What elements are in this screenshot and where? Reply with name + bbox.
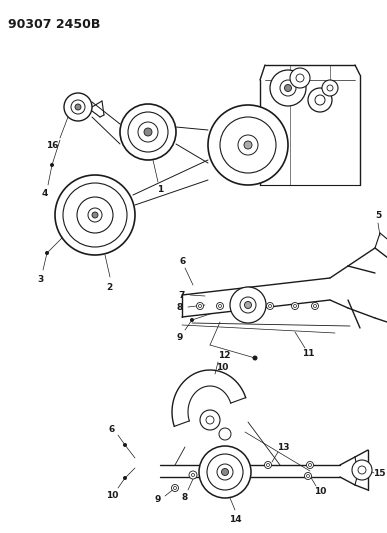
Text: 8: 8	[182, 492, 188, 502]
Text: 3: 3	[37, 274, 43, 284]
Circle shape	[55, 175, 135, 255]
Text: 15: 15	[373, 469, 385, 478]
Text: 10: 10	[216, 364, 228, 373]
Text: 5: 5	[375, 211, 381, 220]
Circle shape	[308, 88, 332, 112]
Circle shape	[92, 212, 98, 218]
Circle shape	[230, 287, 266, 323]
Circle shape	[219, 304, 221, 308]
Text: 2: 2	[106, 282, 112, 292]
Text: 11: 11	[302, 350, 314, 359]
Circle shape	[291, 303, 298, 310]
Circle shape	[208, 105, 288, 185]
Circle shape	[264, 462, 272, 469]
Text: 6: 6	[109, 425, 115, 434]
Circle shape	[269, 304, 272, 308]
Text: 7: 7	[179, 290, 185, 300]
Circle shape	[123, 443, 127, 447]
Circle shape	[267, 464, 269, 466]
Circle shape	[308, 464, 312, 466]
Text: 4: 4	[42, 190, 48, 198]
Text: 10: 10	[106, 490, 118, 499]
Circle shape	[221, 469, 228, 475]
Circle shape	[71, 100, 85, 114]
Circle shape	[270, 70, 306, 106]
Text: 9: 9	[177, 333, 183, 342]
Circle shape	[280, 80, 296, 96]
Circle shape	[327, 85, 333, 91]
Circle shape	[77, 197, 113, 233]
Circle shape	[64, 93, 92, 121]
Circle shape	[313, 304, 317, 308]
Circle shape	[189, 471, 197, 479]
Text: 8: 8	[177, 303, 183, 312]
Circle shape	[352, 460, 372, 480]
Circle shape	[197, 303, 204, 310]
Circle shape	[88, 208, 102, 222]
Text: 14: 14	[229, 514, 241, 523]
Circle shape	[206, 416, 214, 424]
Circle shape	[190, 318, 194, 322]
Circle shape	[123, 476, 127, 480]
Circle shape	[244, 141, 252, 149]
Circle shape	[245, 302, 252, 309]
Text: 1: 1	[157, 185, 163, 195]
Text: 6: 6	[180, 257, 186, 266]
Circle shape	[207, 454, 243, 490]
Circle shape	[200, 410, 220, 430]
Circle shape	[217, 464, 233, 480]
Circle shape	[128, 112, 168, 152]
Text: 10: 10	[314, 488, 326, 497]
Circle shape	[138, 122, 158, 142]
Circle shape	[216, 303, 224, 310]
Text: 16: 16	[46, 141, 58, 149]
Circle shape	[63, 183, 127, 247]
Circle shape	[240, 297, 256, 313]
Text: 12: 12	[218, 351, 230, 359]
Circle shape	[50, 163, 54, 167]
Circle shape	[293, 304, 296, 308]
Circle shape	[120, 104, 176, 160]
Circle shape	[296, 74, 304, 82]
Circle shape	[322, 80, 338, 96]
Circle shape	[312, 303, 319, 310]
Circle shape	[252, 356, 257, 360]
Circle shape	[315, 95, 325, 105]
Circle shape	[173, 487, 176, 489]
Circle shape	[171, 484, 178, 491]
Circle shape	[144, 128, 152, 136]
Text: 13: 13	[277, 442, 289, 451]
Circle shape	[219, 428, 231, 440]
Circle shape	[267, 303, 274, 310]
Circle shape	[75, 104, 81, 110]
Text: 90307 2450B: 90307 2450B	[8, 18, 100, 31]
Circle shape	[220, 117, 276, 173]
Circle shape	[284, 85, 291, 92]
Circle shape	[238, 135, 258, 155]
Circle shape	[305, 472, 312, 480]
Circle shape	[199, 304, 202, 308]
Circle shape	[307, 462, 313, 469]
Text: 9: 9	[155, 496, 161, 505]
Circle shape	[192, 473, 195, 477]
Circle shape	[199, 446, 251, 498]
Circle shape	[290, 68, 310, 88]
Circle shape	[307, 474, 310, 478]
Circle shape	[45, 251, 49, 255]
Circle shape	[358, 466, 366, 474]
